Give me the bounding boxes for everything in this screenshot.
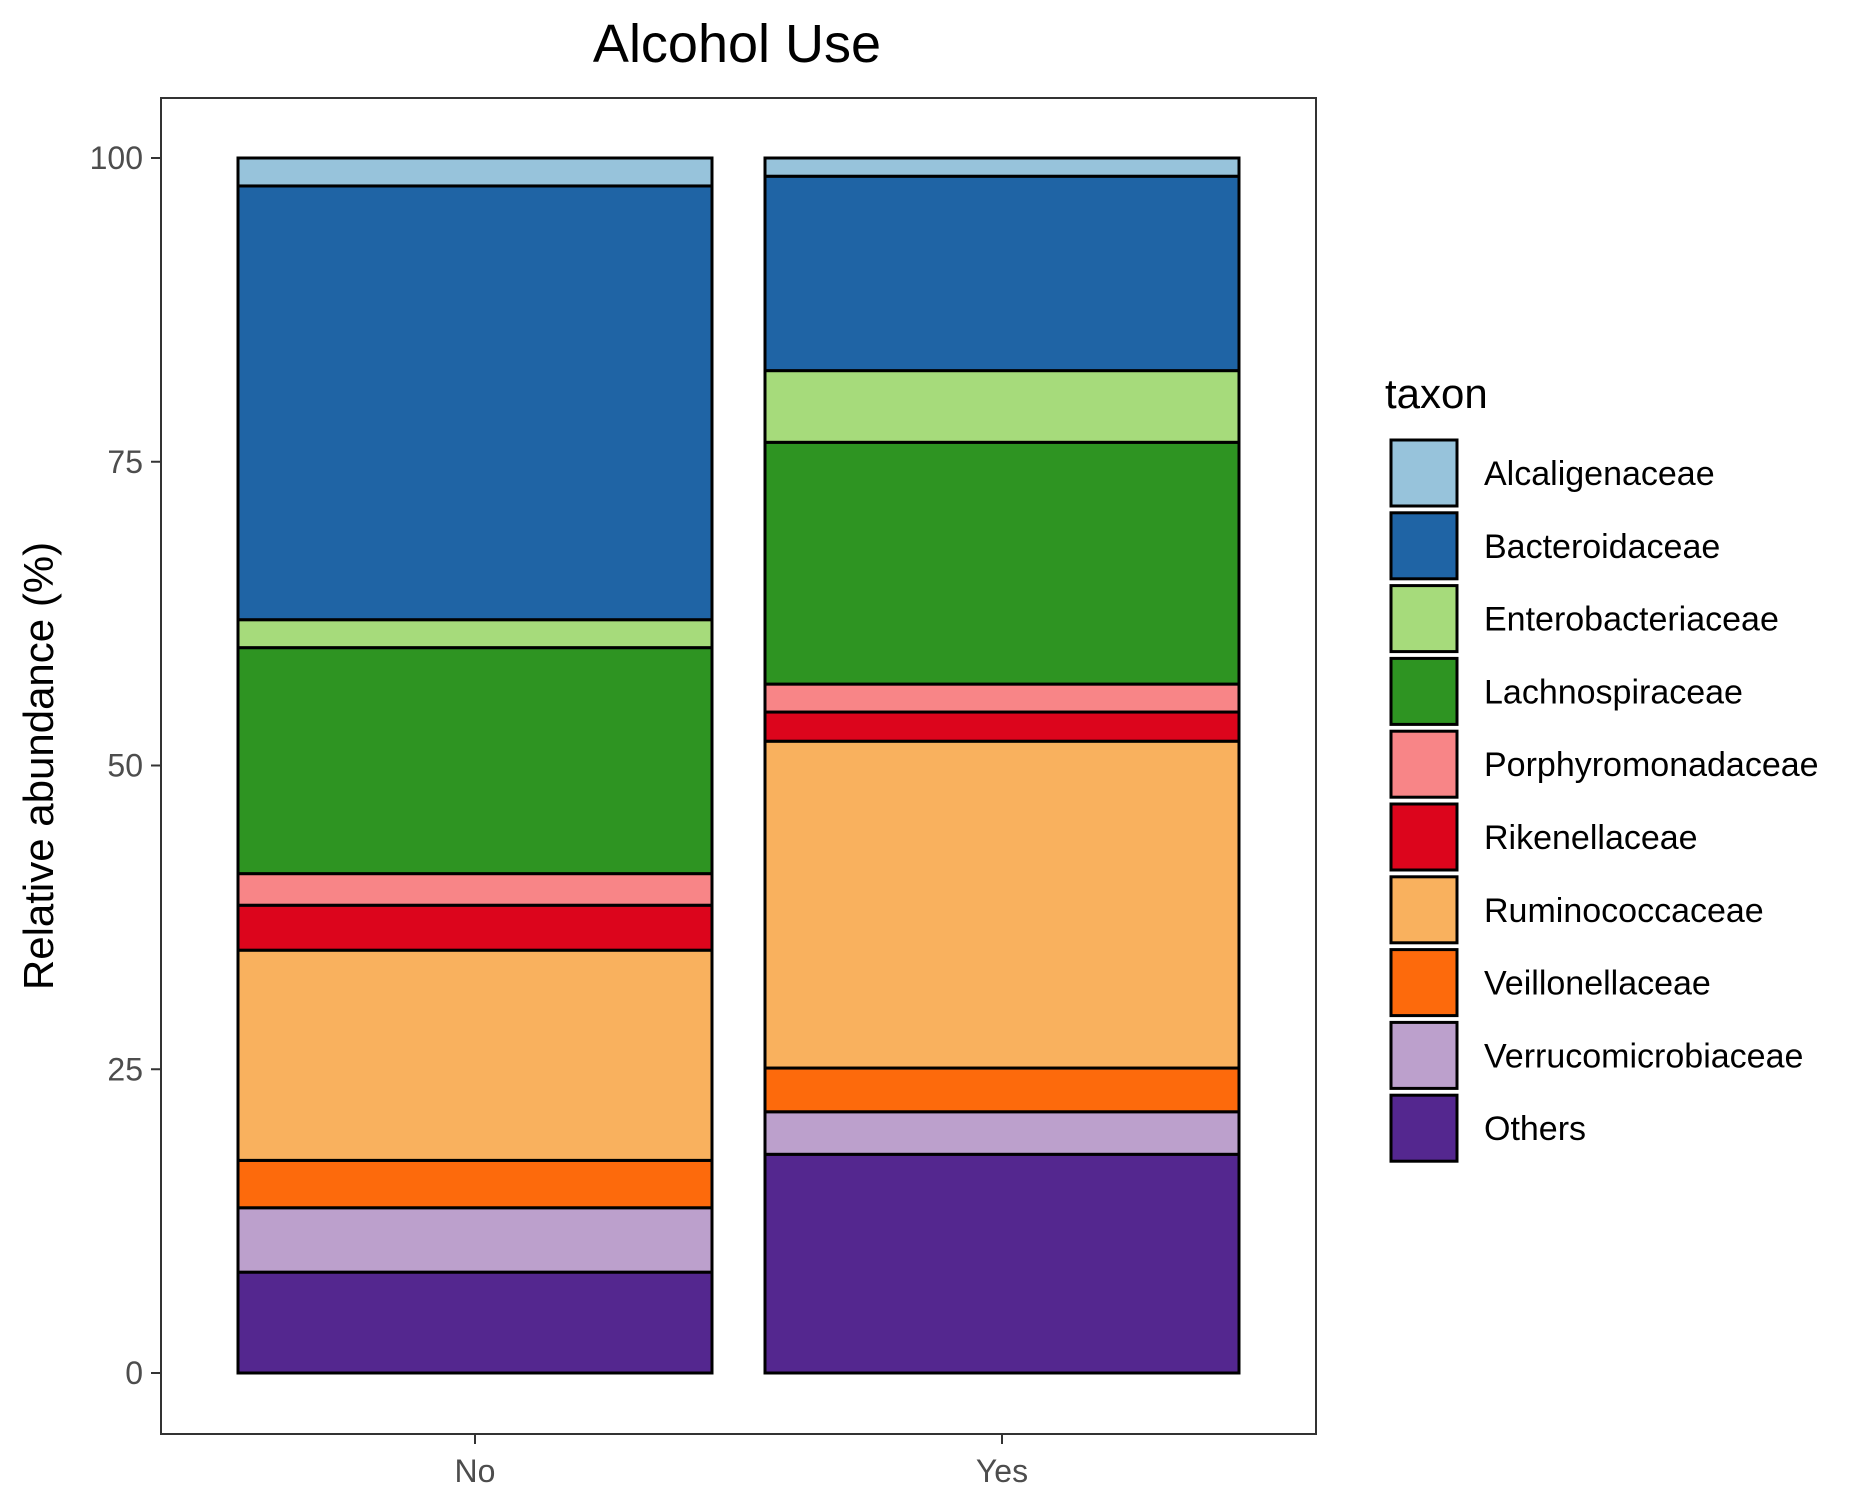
bar-segment-yes-porphyromonadaceae [763, 682, 1241, 714]
y-tick-label: 0 [125, 1355, 143, 1391]
legend-key-bacteroidaceae [1389, 511, 1459, 581]
bar-segment-no-veillonellaceae [236, 1158, 714, 1210]
legend-key-others [1389, 1093, 1459, 1163]
y-tick-label: 50 [107, 748, 143, 784]
legend-key-ruminococcaceae [1389, 875, 1459, 945]
legend-key-alcaligenaceae [1389, 438, 1459, 508]
bar-segment-yes-enterobacteriaceae [763, 369, 1241, 444]
legend-label-ruminococcaceae: Ruminococcaceae [1484, 892, 1764, 930]
legend-key-lachnospiraceae [1389, 656, 1459, 726]
bar-segment-yes-rikenellaceae [763, 710, 1241, 743]
bar-segment-no-porphyromonadaceae [236, 872, 714, 907]
y-tick-label: 25 [107, 1051, 143, 1087]
legend-title: taxon [1385, 370, 1488, 417]
legend-key-verrucomicrobiaceae [1389, 1020, 1459, 1090]
bar-segment-yes-ruminococcaceae [763, 739, 1241, 1070]
bar-segment-no-others [236, 1270, 714, 1375]
bar-segment-yes-others [763, 1152, 1241, 1375]
bar-segment-no-ruminococcaceae [236, 948, 714, 1162]
bar-segment-no-verrucomicrobiaceae [236, 1206, 714, 1274]
legend-key-veillonellaceae [1389, 948, 1459, 1018]
bar-segment-yes-veillonellaceae [763, 1066, 1241, 1114]
legend-label-porphyromonadaceae: Porphyromonadaceae [1484, 746, 1819, 784]
bar-segment-yes-bacteroidaceae [763, 174, 1241, 373]
legend-label-alcaligenaceae: Alcaligenaceae [1484, 455, 1715, 493]
chart-title: Alcohol Use [593, 14, 881, 74]
bar-segment-yes-alcaligenaceae [763, 156, 1241, 178]
bar-segment-yes-verrucomicrobiaceae [763, 1110, 1241, 1156]
bars-group [236, 156, 1241, 1375]
legend: taxon Alcaligenaceae Bacteroidaceae Entero… [1385, 370, 1819, 1163]
y-axis-title: Relative abundance (%) [15, 542, 62, 990]
bar-segment-no-bacteroidaceae [236, 184, 714, 622]
bar-segment-no-lachnospiraceae [236, 646, 714, 876]
legend-label-lachnospiraceae: Lachnospiraceae [1484, 673, 1743, 711]
legend-key-rikenellaceae [1389, 802, 1459, 872]
y-axis: 0 25 50 75 100 [90, 140, 161, 1391]
y-tick-label: 100 [90, 140, 143, 176]
x-tick-label-no: No [455, 1453, 496, 1489]
legend-label-bacteroidaceae: Bacteroidaceae [1484, 528, 1720, 566]
y-tick-label: 75 [107, 444, 143, 480]
legend-label-others: Others [1484, 1110, 1586, 1148]
bar-segment-no-alcaligenaceae [236, 156, 714, 188]
legend-label-rikenellaceae: Rikenellaceae [1484, 819, 1698, 857]
legend-key-enterobacteriaceae [1389, 584, 1459, 654]
x-tick-label-yes: Yes [976, 1453, 1028, 1489]
bar-segment-no-enterobacteriaceae [236, 618, 714, 650]
bar-segment-no-rikenellaceae [236, 903, 714, 952]
legend-key-porphyromonadaceae [1389, 729, 1459, 799]
legend-label-verrucomicrobiaceae: Verrucomicrobiaceae [1484, 1037, 1803, 1075]
x-axis: No Yes [455, 1434, 1028, 1489]
legend-label-enterobacteriaceae: Enterobacteriaceae [1484, 601, 1779, 639]
legend-label-veillonellaceae: Veillonellaceae [1484, 965, 1711, 1003]
bar-segment-yes-lachnospiraceae [763, 440, 1241, 686]
